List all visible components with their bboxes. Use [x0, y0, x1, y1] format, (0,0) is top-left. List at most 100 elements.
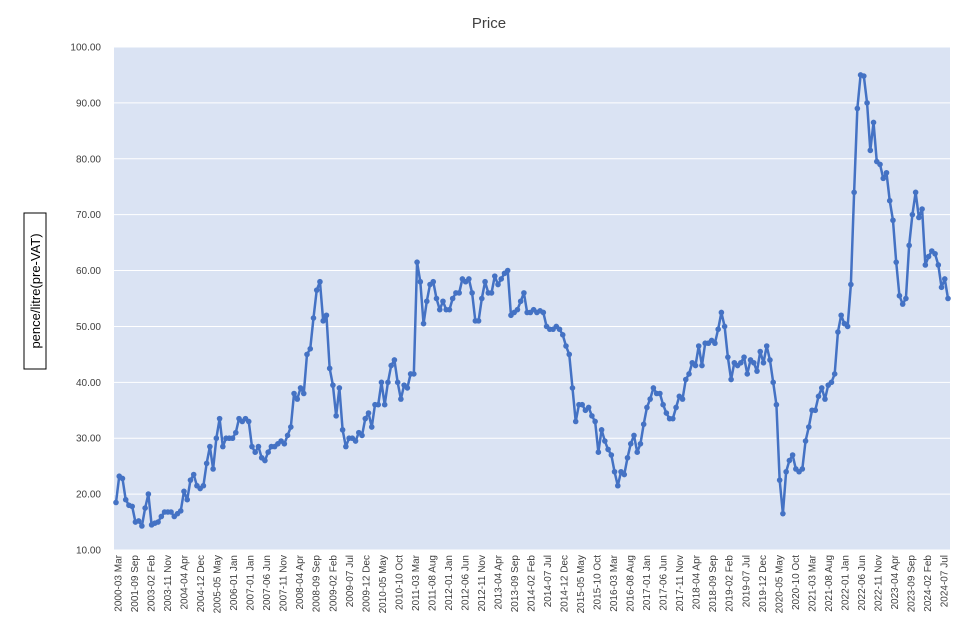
- x-tick-label: 2016-08 Aug: [626, 555, 637, 612]
- x-tick-label: 2024-07 Jul: [940, 555, 951, 607]
- x-tick-label: 2016-03 Mar: [609, 554, 620, 611]
- data-point: [320, 318, 326, 324]
- data-point: [718, 309, 725, 316]
- data-point: [381, 401, 388, 408]
- x-tick-label: 2019-02 Feb: [725, 555, 736, 612]
- data-point: [559, 332, 566, 338]
- data-point: [388, 362, 394, 369]
- data-point: [300, 390, 307, 397]
- series-price: [113, 72, 951, 529]
- x-tick-label: 2011-08 Aug: [427, 555, 438, 611]
- data-point: [333, 413, 339, 419]
- data-point: [375, 401, 382, 408]
- data-point: [229, 435, 236, 442]
- y-tick-label: 10.00: [76, 546, 101, 557]
- data-point: [822, 396, 828, 402]
- data-point: [738, 359, 744, 366]
- data-point: [919, 206, 925, 212]
- data-point: [715, 326, 721, 333]
- x-tick-label: 2021-03 Mar: [807, 554, 818, 611]
- data-point: [935, 262, 942, 268]
- data-point: [890, 217, 896, 224]
- data-point: [288, 424, 294, 430]
- data-point: [673, 404, 679, 411]
- x-tick-label: 2014-12 Dec: [560, 555, 571, 612]
- data-point: [699, 362, 705, 369]
- data-point: [168, 509, 174, 515]
- data-point: [896, 292, 903, 299]
- data-point: [786, 457, 793, 464]
- data-point: [563, 343, 569, 349]
- data-point: [514, 306, 521, 313]
- x-tick-label: 2004-12 Dec: [196, 555, 207, 612]
- data-point: [177, 508, 184, 514]
- x-tick-label: 2019-12 Dec: [758, 555, 769, 612]
- data-point: [854, 105, 861, 112]
- data-point: [417, 278, 424, 285]
- x-tick-label: 2009-12 Dec: [361, 555, 372, 612]
- y-tick-label: 30.00: [76, 434, 101, 445]
- data-point: [252, 449, 259, 455]
- data-point: [938, 284, 945, 291]
- data-point: [828, 379, 835, 386]
- x-tick-label: 2004-04 Apr: [180, 554, 191, 609]
- x-tick-label: 2001-09 Sep: [130, 555, 141, 613]
- data-point: [877, 161, 883, 168]
- data-point: [912, 189, 919, 196]
- y-tick-label: 50.00: [76, 322, 101, 333]
- data-point: [297, 385, 304, 391]
- x-tick-label: 2010-05 May: [378, 555, 389, 613]
- data-point: [799, 466, 806, 472]
- data-point: [818, 385, 825, 391]
- data-point: [647, 396, 653, 402]
- data-point: [670, 415, 676, 422]
- x-tick-label: 2007-01 Jan: [246, 555, 257, 611]
- data-point: [637, 441, 644, 447]
- data-point: [657, 390, 663, 397]
- data-point: [916, 214, 922, 221]
- data-point: [491, 273, 498, 279]
- data-point: [812, 407, 819, 414]
- data-point: [281, 441, 288, 447]
- data-point: [861, 73, 867, 79]
- x-tick-label: 2009-07 Jul: [345, 555, 356, 607]
- x-tick-label: 2003-11 Nov: [163, 555, 174, 612]
- data-point: [835, 329, 841, 335]
- gridlines: [114, 46, 950, 551]
- x-tick-label: 2012-06 Jun: [460, 555, 471, 611]
- x-tick-label: 2015-10 Oct: [593, 555, 604, 610]
- data-point: [336, 385, 343, 391]
- data-point: [906, 242, 912, 249]
- data-point: [932, 250, 938, 257]
- data-point: [414, 259, 420, 265]
- data-point: [757, 348, 764, 355]
- data-point: [627, 441, 634, 447]
- x-tick-label: 2022-01 Jan: [840, 555, 851, 611]
- x-tick-label: 2015-05 May: [576, 555, 587, 613]
- data-point: [352, 438, 359, 444]
- data-point: [773, 401, 780, 408]
- data-point: [449, 295, 456, 302]
- x-tick-label: 2017-01 Jan: [642, 555, 653, 611]
- data-point: [488, 290, 495, 296]
- data-point: [725, 354, 731, 360]
- x-tick-label: 2011-03 Mar: [411, 554, 422, 611]
- data-point: [294, 396, 301, 402]
- data-point: [844, 323, 851, 330]
- data-point: [744, 371, 751, 377]
- data-point: [631, 432, 637, 439]
- data-point: [330, 382, 336, 388]
- data-point: [135, 518, 142, 524]
- data-point: [838, 312, 844, 319]
- data-point: [750, 359, 757, 366]
- data-point: [181, 488, 187, 495]
- data-point: [886, 197, 893, 204]
- data-point: [611, 468, 618, 475]
- data-point: [608, 452, 615, 458]
- data-point: [780, 510, 786, 517]
- data-point: [883, 169, 890, 176]
- data-point: [644, 404, 650, 411]
- data-point: [614, 482, 621, 489]
